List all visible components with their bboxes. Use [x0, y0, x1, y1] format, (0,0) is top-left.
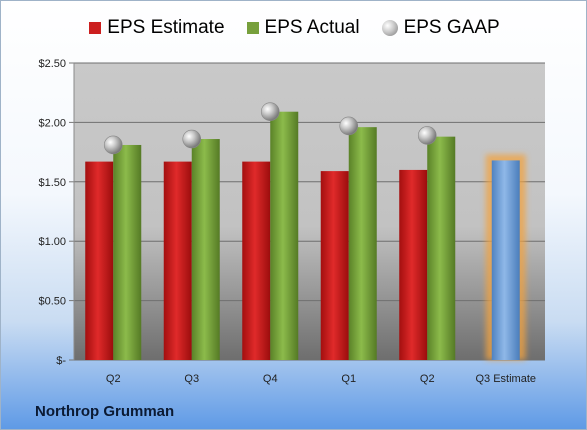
dot-eps-gaap [260, 102, 280, 122]
legend-item-eps-estimate: EPS Estimate [89, 17, 225, 39]
legend-label: EPS GAAP [403, 17, 500, 38]
bar-eps-estimate [163, 161, 192, 360]
bar-eps-actual [427, 136, 456, 360]
x-tick-label: Q2 [106, 373, 121, 385]
legend-swatch-red [89, 22, 102, 34]
bar-eps-actual [191, 139, 220, 360]
company-name: Northrop Grumman [35, 403, 175, 420]
x-tick-label: Q2 [420, 373, 435, 385]
grid-lines [69, 62, 545, 361]
legend-label: EPS Actual [264, 17, 360, 38]
dot-eps-gaap [339, 116, 359, 136]
dot-eps-gaap [182, 129, 202, 149]
bar-q3-estimate [491, 160, 520, 360]
x-tick-label: Q1 [341, 373, 356, 385]
legend-item-eps-actual: EPS Actual [246, 17, 360, 39]
bars-group [85, 111, 526, 360]
bar-eps-estimate [320, 171, 349, 360]
dot-eps-gaap [103, 135, 123, 155]
legend: EPS Estimate EPS Actual EPS GAAP [1, 17, 586, 39]
y-tick-label: $1.00 [38, 236, 66, 248]
y-tick-label: $2.00 [38, 117, 66, 129]
bar-eps-actual [113, 144, 142, 360]
y-axis-tick-labels: $- $0.50 $1.00 $1.50 $2.00 $2.50 [38, 58, 66, 367]
y-tick-label: $0.50 [38, 296, 66, 308]
x-tick-label: Q3 Estimate [475, 373, 536, 385]
legend-swatch-dot [381, 20, 398, 36]
bar-eps-estimate [242, 161, 271, 360]
x-tick-label: Q3 [184, 373, 199, 385]
legend-label: EPS Estimate [107, 17, 225, 38]
x-tick-label: Q4 [263, 373, 278, 385]
bar-eps-actual [270, 111, 299, 360]
bar-eps-estimate [85, 161, 114, 360]
bar-eps-estimate [399, 169, 428, 360]
y-tick-label: $1.50 [38, 177, 66, 189]
dot-eps-gaap [417, 126, 437, 145]
legend-item-eps-gaap: EPS GAAP [381, 17, 500, 39]
legend-swatch-green [246, 22, 259, 34]
gaap-dots-group [103, 102, 437, 155]
bar-eps-actual [348, 127, 377, 360]
x-axis-tick-labels: Q2 Q3 Q4 Q1 Q2 Q3 Estimate [106, 373, 536, 385]
y-tick-label: $2.50 [38, 58, 66, 70]
plot-area [74, 63, 545, 360]
y-tick-label: $- [56, 355, 66, 367]
